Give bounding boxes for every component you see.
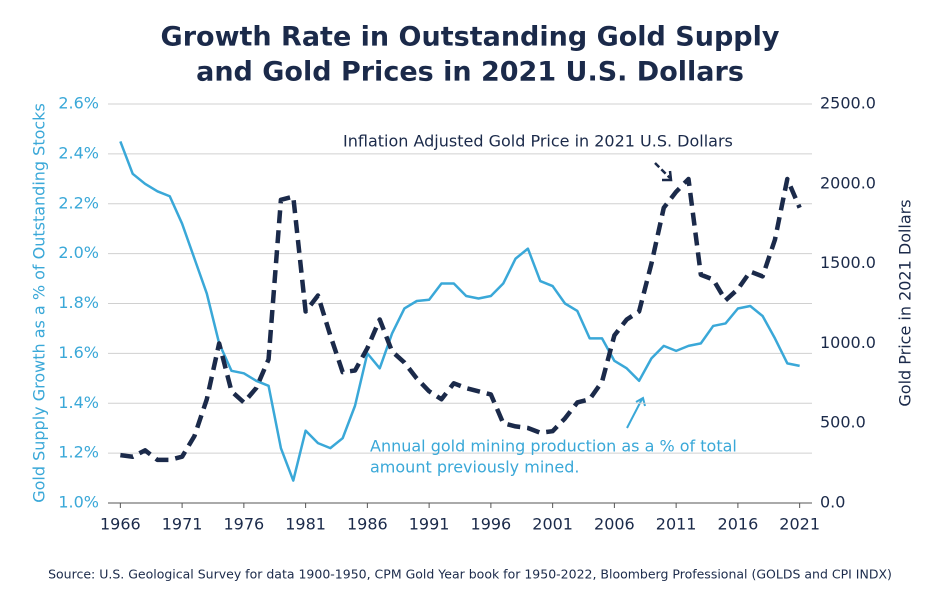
y-tick-label: 1.8% — [58, 293, 99, 312]
y-tick-label: 1.4% — [58, 393, 99, 412]
chart-title: and Gold Prices in 2021 U.S. Dollars — [196, 57, 744, 88]
y-tick-label: 1.0% — [58, 493, 99, 512]
x-tick-label: 1981 — [285, 515, 326, 534]
x-tick-label: 2001 — [532, 515, 573, 534]
x-tick-label: 2006 — [594, 515, 635, 534]
series-line — [119, 140, 800, 482]
x-tick-label: 2021 — [779, 515, 820, 534]
y-tick-label: 2.0% — [58, 243, 99, 262]
x-tick-label: 1996 — [471, 515, 512, 534]
source-note: Source: U.S. Geological Survey for data … — [48, 567, 892, 582]
y2-tick-label: 0.0 — [820, 493, 845, 512]
x-tick-label: 1966 — [100, 515, 141, 534]
annotation-arrowhead — [662, 170, 673, 182]
annotation: amount previously mined. — [370, 458, 579, 477]
series-line — [120, 176, 802, 463]
y-tick-label: 1.6% — [58, 343, 99, 362]
annotation-arrow — [654, 162, 671, 179]
annotation: Annual gold mining production as a % of … — [370, 437, 737, 456]
x-tick-label: 1976 — [224, 515, 265, 534]
x-tick-label: 2016 — [718, 515, 759, 534]
annotation-arrow — [626, 398, 643, 429]
x-tick-label: 1971 — [162, 515, 203, 534]
annotation: Inflation Adjusted Gold Price in 2021 U.… — [343, 132, 733, 151]
y-axis-label: Gold Supply Growth as a % of Outstanding… — [30, 103, 49, 503]
y-tick-label: 2.4% — [58, 143, 99, 162]
y-tick-label: 2.2% — [58, 193, 99, 212]
y2-tick-label: 1000.0 — [820, 333, 876, 352]
y2-axis-label: Gold Price in 2021 Dollars — [896, 199, 915, 406]
y2-tick-label: 2000.0 — [820, 173, 876, 192]
x-tick-label: 1986 — [347, 515, 388, 534]
chart-title: Growth Rate in Outstanding Gold Supply — [161, 22, 780, 53]
y2-tick-label: 2500.0 — [820, 94, 876, 113]
x-tick-label: 1991 — [409, 515, 450, 534]
y2-tick-label: 1500.0 — [820, 253, 876, 272]
y-tick-label: 2.6% — [58, 94, 99, 113]
y2-tick-label: 500.0 — [820, 413, 866, 432]
x-tick-label: 2011 — [656, 515, 697, 534]
y-tick-label: 1.2% — [58, 443, 99, 462]
